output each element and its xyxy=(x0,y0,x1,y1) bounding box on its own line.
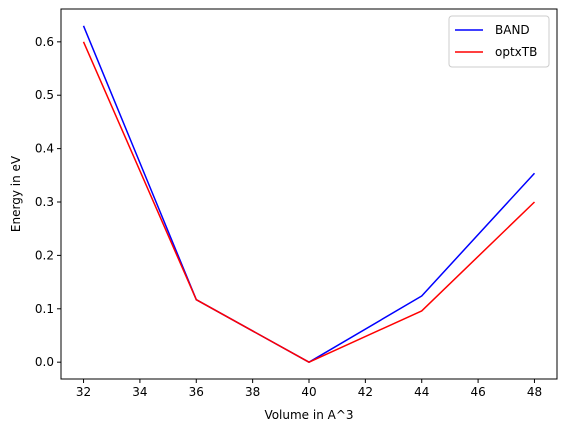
y-axis-ticks: 0.0 0.1 0.2 0.3 0.4 0.5 0.6 xyxy=(35,35,61,369)
x-tick-label: 44 xyxy=(414,385,429,399)
x-tick-label: 40 xyxy=(301,385,316,399)
x-tick-label: 46 xyxy=(470,385,485,399)
series-line-optxtb xyxy=(82,41,536,363)
x-tick-label: 32 xyxy=(76,385,91,399)
x-tick-label: 34 xyxy=(132,385,147,399)
y-tick-label: 0.3 xyxy=(35,195,54,209)
y-tick-label: 0.1 xyxy=(35,302,54,316)
plot-frame xyxy=(60,8,558,380)
y-tick-label: 0.5 xyxy=(35,88,54,102)
x-axis-label: Volume in A^3 xyxy=(264,408,353,422)
legend-label-optxtb: optxTB xyxy=(495,45,537,59)
y-tick-label: 0.0 xyxy=(35,355,54,369)
legend-box xyxy=(448,15,550,68)
x-axis-ticks: 32 34 36 38 40 42 44 46 48 xyxy=(76,379,542,399)
y-tick-label: 0.2 xyxy=(35,248,54,262)
y-tick-label: 0.4 xyxy=(35,142,54,156)
y-tick-label: 0.6 xyxy=(35,35,54,49)
y-axis-label: Energy in eV xyxy=(9,155,23,232)
x-tick-label: 42 xyxy=(358,385,373,399)
x-tick-label: 36 xyxy=(189,385,204,399)
x-tick-label: 38 xyxy=(245,385,260,399)
series-lines xyxy=(82,25,536,363)
legend-label-band: BAND xyxy=(495,23,530,37)
legend: BAND optxTB xyxy=(448,15,550,68)
x-tick-label: 48 xyxy=(527,385,542,399)
